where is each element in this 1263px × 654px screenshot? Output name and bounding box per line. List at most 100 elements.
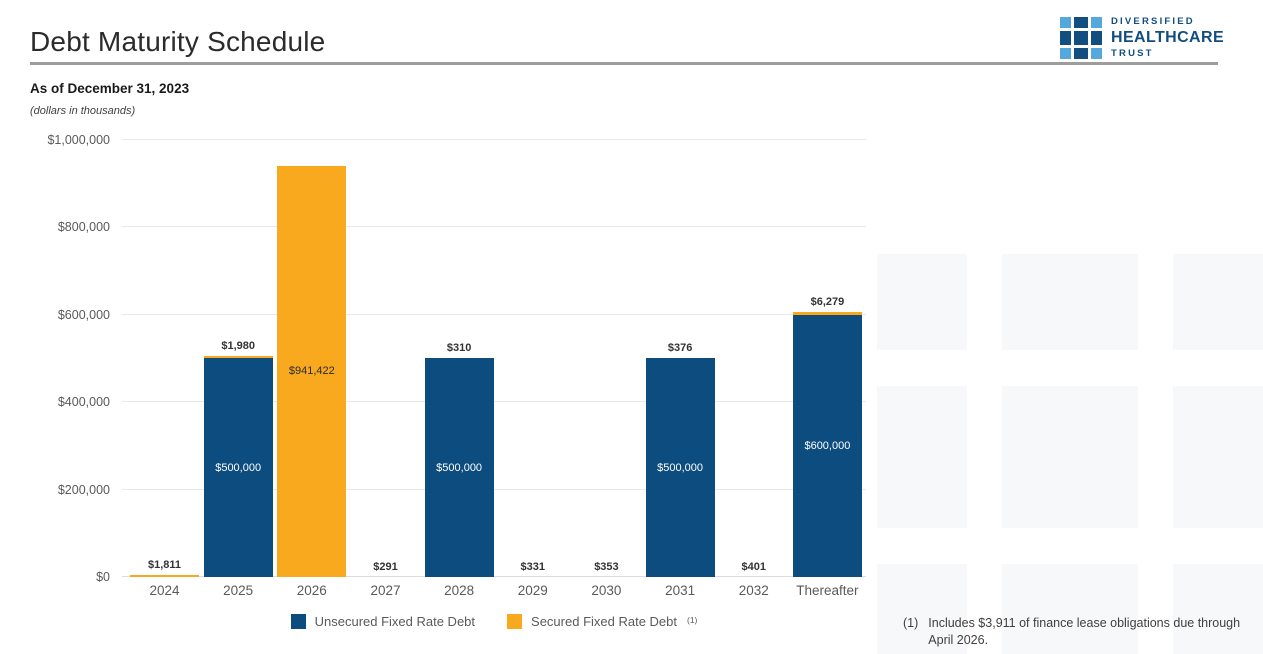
bar-group-2031: $376 $500,000 <box>645 342 715 577</box>
legend-label: Secured Fixed Rate Debt <box>531 614 677 629</box>
bar-value-label: $353 <box>594 561 619 573</box>
title-divider <box>30 62 1218 65</box>
bar-value-label: $401 <box>741 561 766 573</box>
watermark-square <box>1173 254 1263 350</box>
gridline <box>122 226 866 228</box>
x-tick-label: 2026 <box>296 583 327 598</box>
bar-stack <box>130 575 199 577</box>
bar-group-2027: $291 <box>351 561 420 577</box>
bar-inside-label: $941,422 <box>288 365 335 378</box>
footnote-marker: (1) <box>903 616 919 630</box>
bar-group-2028: $310 $500,000 <box>424 342 494 577</box>
logo-square <box>1074 17 1088 28</box>
bar-group-2030: $353 <box>572 561 641 577</box>
watermark-square <box>1002 386 1138 528</box>
logo-square <box>1060 48 1071 59</box>
bar-value-label: $1,980 <box>221 340 255 352</box>
secured-swatch-icon <box>507 614 523 629</box>
legend-item: Unsecured Fixed Rate Debt <box>290 614 476 629</box>
bar-inside-label: $500,000 <box>657 461 704 474</box>
logo-square <box>1060 17 1071 28</box>
x-tick-label: 2030 <box>591 583 622 598</box>
watermark-square <box>1002 254 1138 350</box>
x-tick-label: 2032 <box>738 583 769 598</box>
unsecured-segment: $500,000 <box>203 358 273 577</box>
bar-value-label: $376 <box>667 342 693 354</box>
watermark-grid <box>877 254 1263 654</box>
bar-group-2026: $941,422 <box>277 165 347 577</box>
bar-group-2024: $1,811 <box>130 559 199 577</box>
logo-square <box>1074 48 1088 59</box>
logo-square <box>1060 31 1071 45</box>
footnote-text: Includes $3,911 of finance lease obligat… <box>928 616 1241 647</box>
gridline <box>122 488 866 490</box>
y-tick-label: $200,000 <box>57 482 110 497</box>
x-tick-label: 2024 <box>149 583 180 598</box>
gridline <box>122 576 866 577</box>
watermark-square <box>1002 564 1138 654</box>
chart-legend: Unsecured Fixed Rate Debt Secured Fixed R… <box>122 614 866 629</box>
x-tick-label: 2028 <box>444 583 475 598</box>
watermark-square <box>877 564 967 654</box>
company-logo: DIVERSIFIED HEALTHCARE TRUST <box>1060 15 1224 59</box>
watermark-square <box>1173 564 1263 654</box>
bar-stack: $500,000 <box>424 358 494 577</box>
legend-footnote-ref: (1) <box>687 614 698 625</box>
unsecured-segment: $500,000 <box>645 358 715 577</box>
unsecured-segment: $500,000 <box>424 358 494 577</box>
bar-stack: $500,000 <box>645 358 715 577</box>
watermark-square <box>1173 386 1263 528</box>
legend-item: Secured Fixed Rate Debt (1) <box>507 614 697 629</box>
bar-group-2032: $401 <box>719 561 788 577</box>
x-tick-label: 2027 <box>370 583 401 598</box>
units-note: (dollars in thousands) <box>30 105 136 117</box>
secured-segment <box>130 575 199 577</box>
bar-group-thereafter: $6,279 $600,000 <box>792 296 862 577</box>
bar-inside-label: $500,000 <box>215 461 262 474</box>
bar-value-label: $291 <box>373 561 398 573</box>
x-tick-label: 2025 <box>223 583 254 598</box>
bar-inside-label: $500,000 <box>436 461 483 474</box>
y-tick-label: $1,000,000 <box>47 133 110 147</box>
bar-inside-label: $600,000 <box>804 440 851 452</box>
x-tick-label: Thereafter <box>796 583 859 598</box>
y-tick-label: $800,000 <box>57 220 110 235</box>
unsecured-segment: $600,000 <box>792 315 862 577</box>
watermark-square <box>877 254 967 350</box>
secured-segment: $941,422 <box>277 165 347 577</box>
x-tick-label: 2029 <box>517 583 548 598</box>
bar-value-label: $1,811 <box>147 559 182 571</box>
bar-series: $1,811 $1,980 $500,000 $941,422 $291 $310 $500… <box>122 140 866 577</box>
secured-segment <box>203 356 273 358</box>
bar-group-2029: $331 <box>498 561 567 577</box>
legend-label: Unsecured Fixed Rate Debt <box>314 614 476 629</box>
secured-segment <box>792 312 862 315</box>
y-tick-label: $400,000 <box>57 395 110 410</box>
bar-stack: $600,000 <box>792 312 862 577</box>
logo-line-trust: TRUST <box>1111 47 1154 59</box>
bar-group-2025: $1,980 $500,000 <box>203 340 273 577</box>
watermark-square <box>877 386 967 528</box>
bar-value-label: $6,279 <box>810 296 845 309</box>
y-tick-label: $0 <box>96 570 110 584</box>
logo-squares-icon <box>1060 17 1102 59</box>
gridline <box>122 313 866 315</box>
logo-square <box>1091 17 1102 28</box>
gridline <box>122 401 866 403</box>
gridline <box>122 139 866 140</box>
logo-line-diversified: DIVERSIFIED <box>1111 16 1195 27</box>
x-axis-labels: 2024 2025 2026 2027 2028 2029 2030 2031 2032 Ther… <box>122 583 866 598</box>
bar-stack: $941,422 <box>277 165 347 577</box>
logo-text: DIVERSIFIED HEALTHCARE TRUST <box>1111 15 1224 59</box>
bar-chart: $1,811 $1,980 $500,000 $941,422 $291 $310 $500… <box>122 139 866 577</box>
logo-line-healthcare: HEALTHCARE <box>1111 28 1225 46</box>
as-of-date: As of December 31, 2023 <box>30 81 190 96</box>
bar-stack: $500,000 <box>203 356 273 577</box>
logo-square <box>1091 31 1102 45</box>
bar-value-label: $331 <box>520 561 546 573</box>
page-title: Debt Maturity Schedule <box>30 26 326 57</box>
x-tick-label: 2031 <box>665 583 696 598</box>
logo-square <box>1091 48 1102 59</box>
footnote: (1) Includes $3,911 of finance lease obl… <box>903 615 1253 649</box>
